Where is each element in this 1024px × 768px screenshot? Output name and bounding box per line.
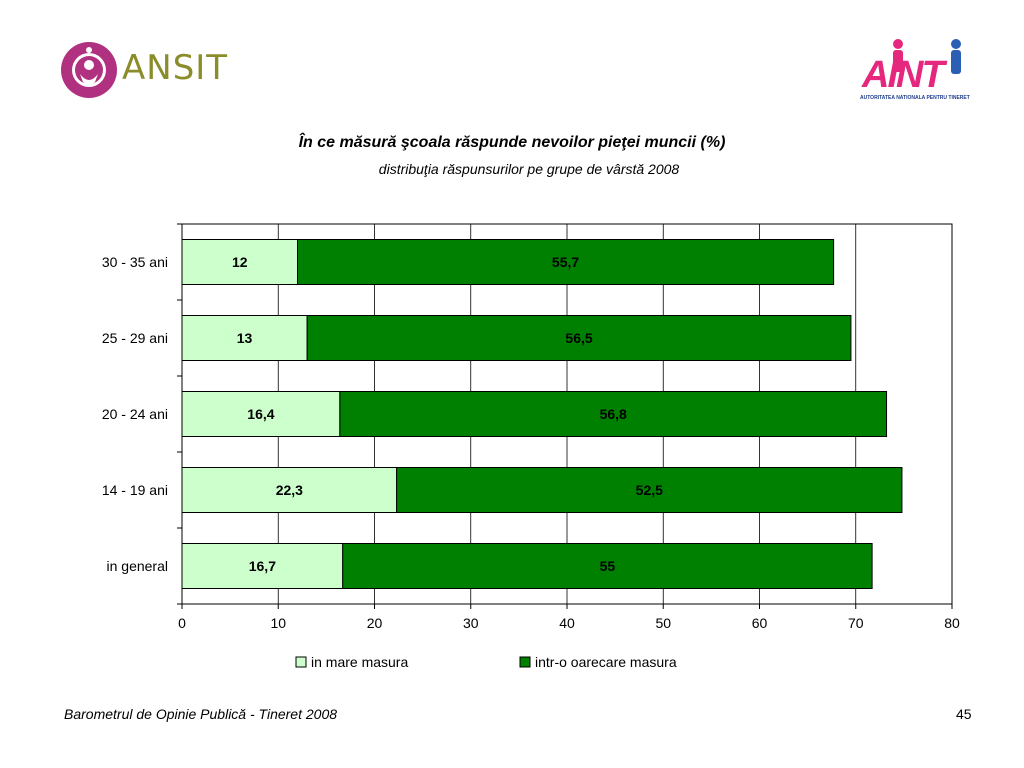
ansit-logo-text: ANSIT xyxy=(122,48,229,88)
bar-intr-o-oarecare-masura xyxy=(339,391,888,437)
bar-in-mare-masura xyxy=(181,391,341,437)
x-tick-label: 60 xyxy=(752,615,768,631)
bar-in-mare-masura xyxy=(181,315,308,361)
chart-subtitle: distribuţia răspunsurilor pe grupe de vâ… xyxy=(378,161,680,177)
bar-in-mare-masura xyxy=(181,239,298,285)
page-number: 45 xyxy=(956,706,972,722)
bar-data-label: 52,5 xyxy=(636,482,663,498)
category-label: 14 - 19 ani xyxy=(102,482,168,498)
legend-label: in mare masura xyxy=(311,654,408,670)
bar-intr-o-oarecare-masura xyxy=(297,239,835,285)
bar-data-label: 12 xyxy=(232,254,248,270)
bar-data-label: 22,3 xyxy=(276,482,303,498)
aint-logo: AINT AUTORITATEA NATIONALA PENTRU TINERE… xyxy=(858,36,978,108)
x-tick-label: 20 xyxy=(367,615,383,631)
bar-data-label: 56,8 xyxy=(600,406,627,422)
x-tick-label: 70 xyxy=(848,615,864,631)
bar-data-label: 55 xyxy=(600,558,616,574)
category-label: 30 - 35 ani xyxy=(102,254,168,270)
aint-logo-subtext: AUTORITATEA NATIONALA PENTRU TINERET xyxy=(860,95,970,101)
x-tick-label: 0 xyxy=(178,615,186,631)
x-tick-label: 10 xyxy=(270,615,286,631)
bar-data-label: 55,7 xyxy=(552,254,579,270)
x-tick-label: 30 xyxy=(463,615,479,631)
category-label: 20 - 24 ani xyxy=(102,406,168,422)
aint-logo-text: AINT xyxy=(862,54,945,96)
aint-figures-icon xyxy=(893,39,961,74)
x-tick-label: 80 xyxy=(944,615,960,631)
chart-title: În ce măsură şcoala răspunde nevoilor pi… xyxy=(298,134,726,151)
bar-intr-o-oarecare-masura xyxy=(306,315,852,361)
bar-data-label: 16,7 xyxy=(249,558,276,574)
bar-data-label: 16,4 xyxy=(247,406,274,422)
footer-source: Barometrul de Opinie Publică - Tineret 2… xyxy=(64,706,338,722)
bar-in-mare-masura xyxy=(181,543,344,589)
bar-data-label: 56,5 xyxy=(565,330,592,346)
category-label: 25 - 29 ani xyxy=(102,330,168,346)
ansit-emblem-icon xyxy=(61,42,117,98)
bar-data-label: 13 xyxy=(237,330,253,346)
category-label: in general xyxy=(107,558,169,574)
bar-intr-o-oarecare-masura xyxy=(396,467,903,513)
legend-swatch xyxy=(295,656,307,668)
legend-swatch xyxy=(519,656,531,668)
bar-intr-o-oarecare-masura xyxy=(342,543,873,589)
legend-label: intr-o oarecare masura xyxy=(535,654,677,670)
x-tick-label: 50 xyxy=(655,615,671,631)
ansit-logo: ANSIT xyxy=(58,38,228,102)
x-tick-label: 40 xyxy=(559,615,575,631)
